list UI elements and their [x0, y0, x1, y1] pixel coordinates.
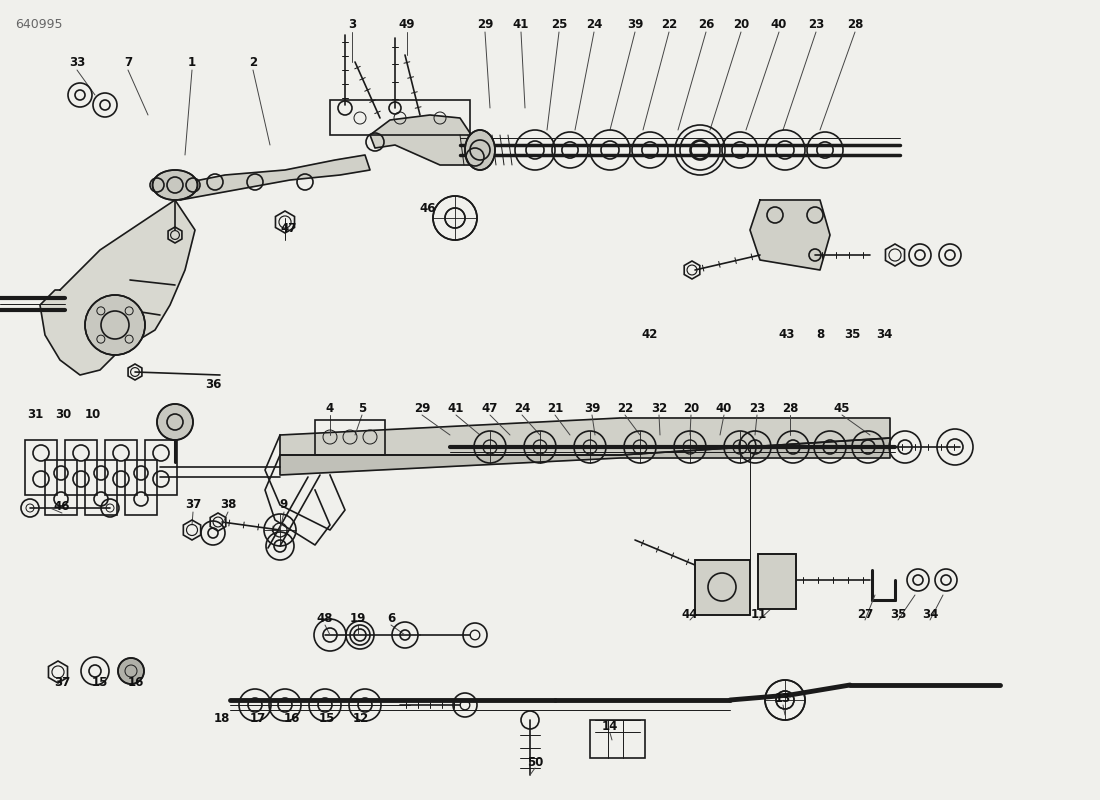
- Text: 24: 24: [586, 18, 602, 31]
- Polygon shape: [750, 200, 830, 270]
- Text: 13: 13: [774, 691, 791, 705]
- Text: 23: 23: [749, 402, 766, 414]
- Polygon shape: [280, 418, 890, 455]
- Text: 9: 9: [279, 498, 288, 511]
- Text: 25: 25: [551, 18, 568, 31]
- Text: 15: 15: [319, 711, 336, 725]
- Text: 26: 26: [697, 18, 714, 31]
- Text: 39: 39: [627, 18, 644, 31]
- Bar: [315, 420, 385, 455]
- Text: 18: 18: [213, 711, 230, 725]
- Polygon shape: [370, 115, 480, 165]
- Bar: [65, 440, 97, 495]
- Text: 22: 22: [617, 402, 634, 414]
- Text: 20: 20: [733, 18, 749, 31]
- Text: 1: 1: [188, 57, 196, 70]
- Text: 8: 8: [816, 329, 824, 342]
- Text: 38: 38: [220, 498, 236, 511]
- Bar: [125, 460, 157, 515]
- Text: 32: 32: [651, 402, 667, 414]
- Text: 35: 35: [844, 329, 860, 342]
- Text: 12: 12: [353, 711, 370, 725]
- Text: 3: 3: [348, 18, 356, 31]
- Circle shape: [118, 658, 144, 684]
- Text: 4: 4: [326, 402, 334, 414]
- Text: 37: 37: [54, 677, 70, 690]
- Bar: [145, 440, 177, 495]
- Text: 7: 7: [124, 57, 132, 70]
- Text: 40: 40: [771, 18, 788, 31]
- Text: 2: 2: [249, 57, 257, 70]
- Text: 28: 28: [847, 18, 864, 31]
- Text: 44: 44: [682, 607, 698, 621]
- Text: 49: 49: [398, 18, 416, 31]
- Text: 41: 41: [448, 402, 464, 414]
- Bar: [758, 554, 796, 609]
- Ellipse shape: [465, 130, 495, 170]
- Text: 34: 34: [876, 329, 892, 342]
- Polygon shape: [40, 200, 195, 375]
- Text: 45: 45: [834, 402, 850, 414]
- Text: 20: 20: [683, 402, 700, 414]
- Bar: [85, 460, 117, 515]
- Text: 16: 16: [128, 677, 144, 690]
- Text: 41: 41: [513, 18, 529, 31]
- Text: 29: 29: [414, 402, 430, 414]
- Text: 30: 30: [55, 409, 72, 422]
- Polygon shape: [175, 155, 370, 200]
- Text: 33: 33: [69, 57, 85, 70]
- Circle shape: [157, 404, 192, 440]
- Text: 22: 22: [661, 18, 678, 31]
- Bar: [695, 560, 750, 615]
- Text: 23: 23: [807, 18, 824, 31]
- Text: 11: 11: [751, 607, 767, 621]
- Text: 39: 39: [584, 402, 601, 414]
- Text: 640995: 640995: [15, 18, 63, 31]
- Text: 35: 35: [890, 607, 906, 621]
- Bar: [695, 560, 750, 615]
- Text: 48: 48: [317, 611, 333, 625]
- Text: 15: 15: [91, 677, 108, 690]
- Text: 47: 47: [280, 222, 297, 234]
- Text: 31: 31: [26, 409, 43, 422]
- Text: 37: 37: [185, 498, 201, 511]
- Ellipse shape: [153, 170, 198, 200]
- Bar: [45, 460, 77, 515]
- Text: 17: 17: [250, 711, 266, 725]
- Text: 43: 43: [779, 329, 795, 342]
- Text: 14: 14: [602, 721, 618, 734]
- Bar: [25, 440, 57, 495]
- Text: 34: 34: [922, 607, 938, 621]
- Text: 10: 10: [85, 409, 101, 422]
- Text: 28: 28: [782, 402, 799, 414]
- Text: 40: 40: [716, 402, 733, 414]
- Text: 46: 46: [54, 499, 70, 513]
- Text: 46: 46: [420, 202, 437, 214]
- Text: 24: 24: [514, 402, 530, 414]
- Text: 50: 50: [527, 755, 543, 769]
- Text: 36: 36: [205, 378, 221, 391]
- Polygon shape: [280, 438, 890, 475]
- Text: 27: 27: [857, 607, 873, 621]
- Circle shape: [85, 295, 145, 355]
- Bar: [104, 440, 138, 495]
- Text: 6: 6: [387, 611, 395, 625]
- Text: 21: 21: [547, 402, 563, 414]
- Text: 19: 19: [350, 611, 366, 625]
- Text: 16: 16: [284, 711, 300, 725]
- Text: 42: 42: [641, 329, 658, 342]
- Text: 5: 5: [358, 402, 366, 414]
- Text: 47: 47: [482, 402, 498, 414]
- Bar: [590, 720, 645, 758]
- Text: 29: 29: [476, 18, 493, 31]
- Bar: [758, 554, 796, 609]
